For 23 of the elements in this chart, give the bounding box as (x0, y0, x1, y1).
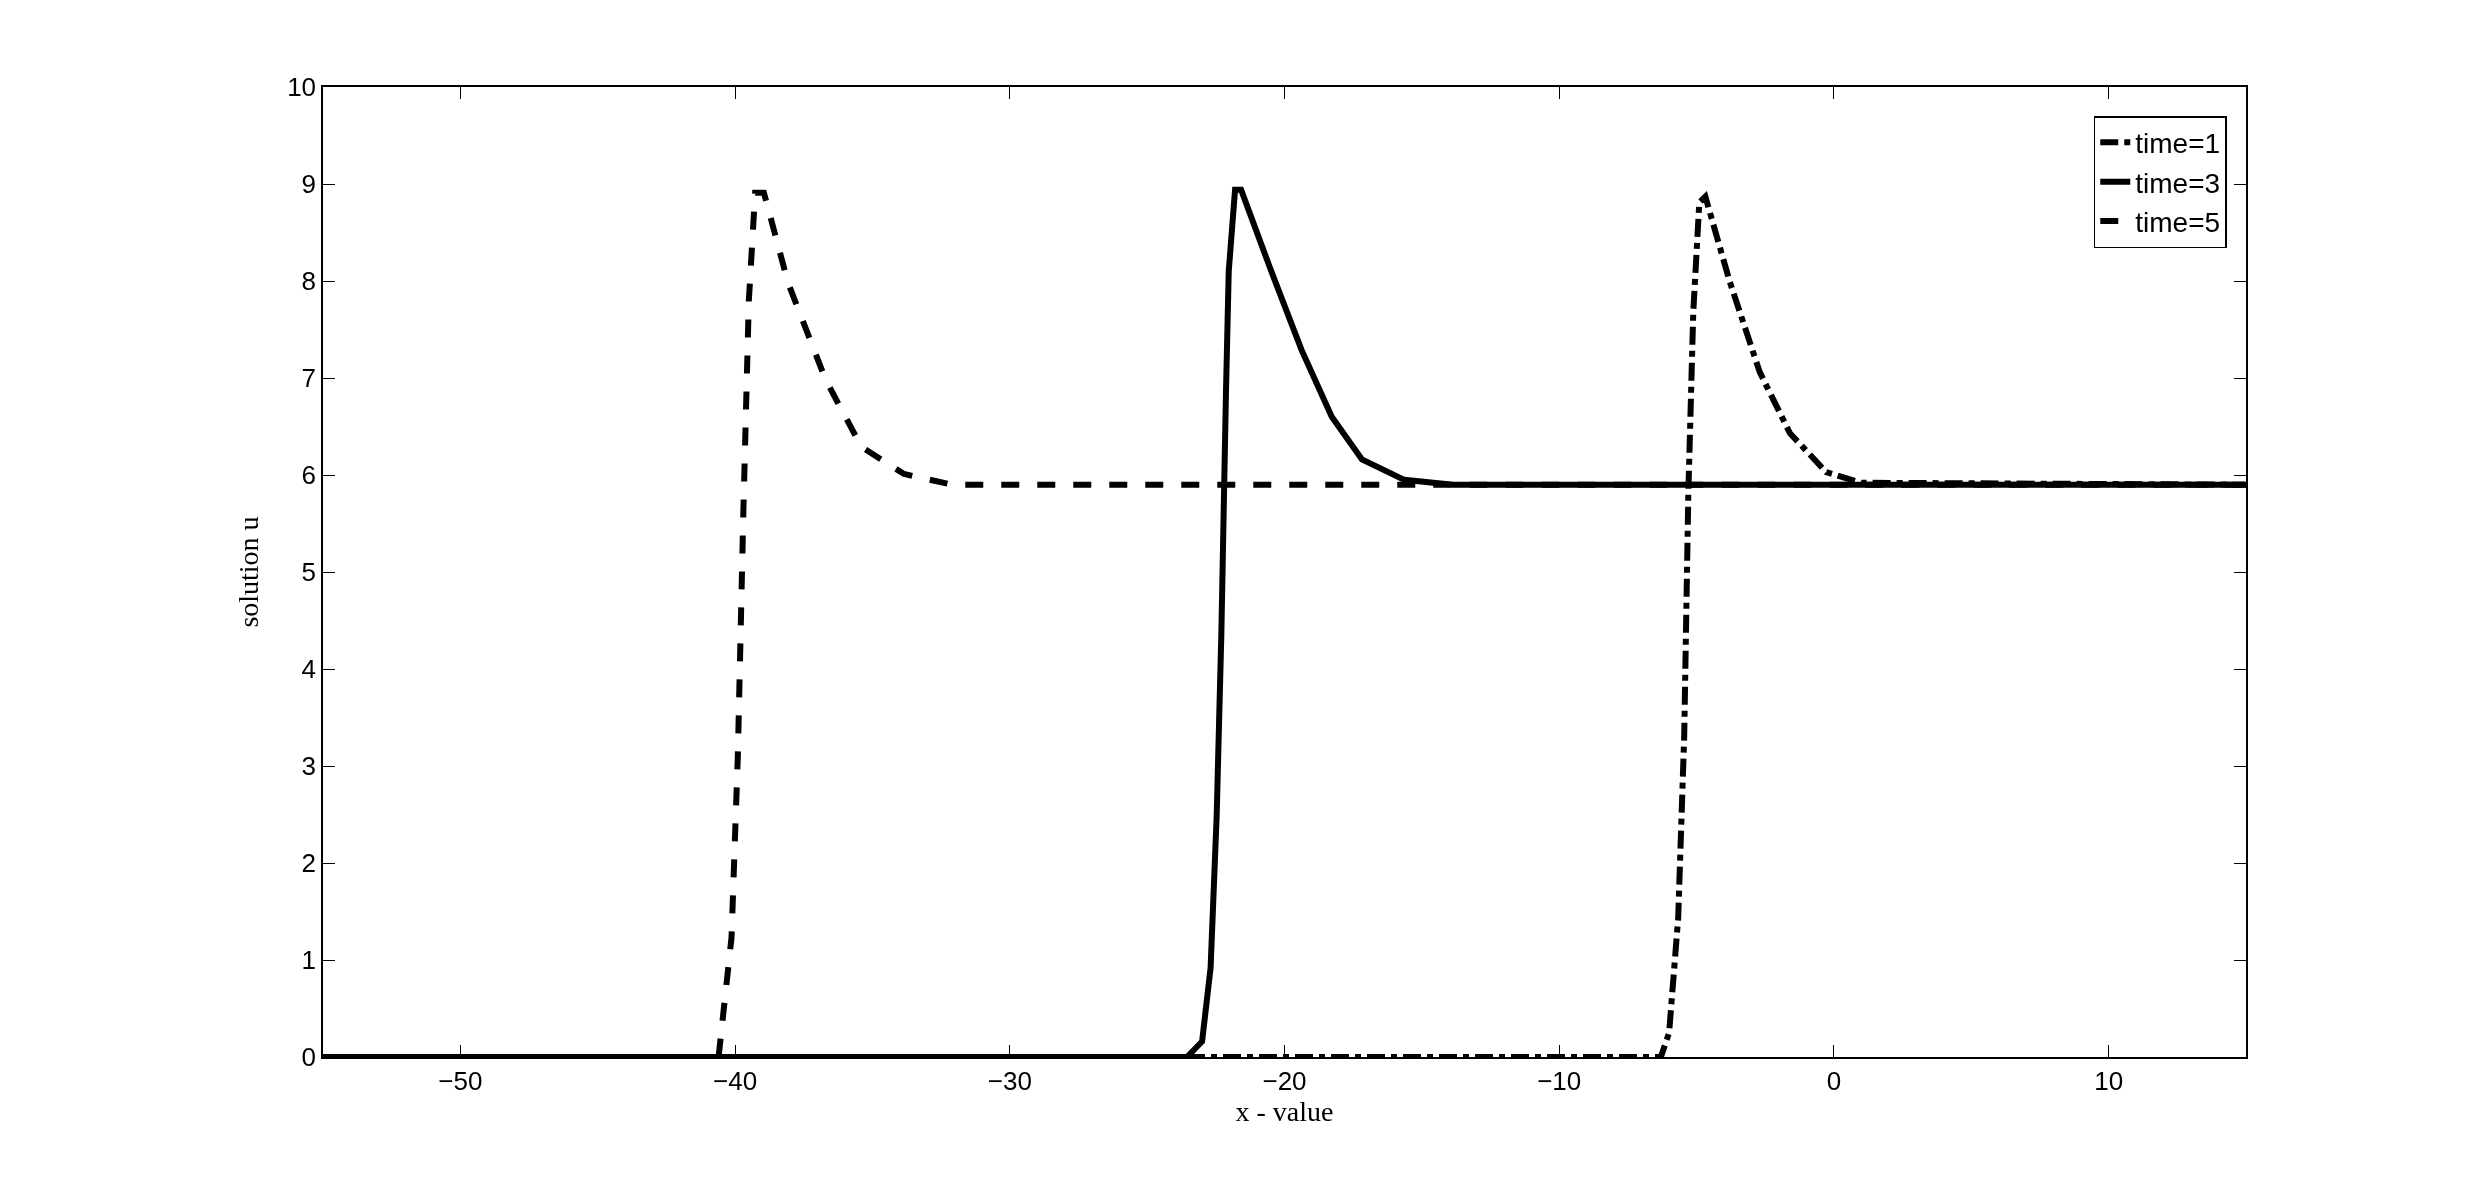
legend-label: time=1 (2135, 128, 2221, 160)
x-tick-label: −50 (438, 1065, 483, 1096)
y-tick-label: 8 (301, 266, 317, 297)
y-tick-label: 0 (301, 1042, 317, 1073)
y-tick-label: 1 (301, 945, 317, 976)
x-axis-title: x - value (1235, 1095, 1334, 1127)
x-tick-label: 10 (2094, 1065, 2124, 1096)
x-tick-label: 0 (1826, 1065, 1842, 1096)
y-tick-label: 9 (301, 169, 317, 200)
y-tick-label: 4 (301, 654, 317, 685)
y-tick-label: 3 (301, 751, 317, 782)
y-axis-title: solution u (233, 516, 265, 628)
x-tick-label: −40 (713, 1065, 758, 1096)
y-tick-label: 2 (301, 848, 317, 879)
y-tick-label: 5 (301, 557, 317, 588)
x-tick-label: −10 (1537, 1065, 1582, 1096)
y-tick-label: 7 (301, 363, 317, 394)
y-tick-label: 6 (301, 460, 317, 491)
legend-label: time=5 (2135, 207, 2221, 239)
legend-label: time=3 (2135, 167, 2221, 199)
x-tick-label: −20 (1262, 1065, 1307, 1096)
x-tick-label: −30 (987, 1065, 1032, 1096)
y-tick-label: 10 (287, 72, 317, 103)
